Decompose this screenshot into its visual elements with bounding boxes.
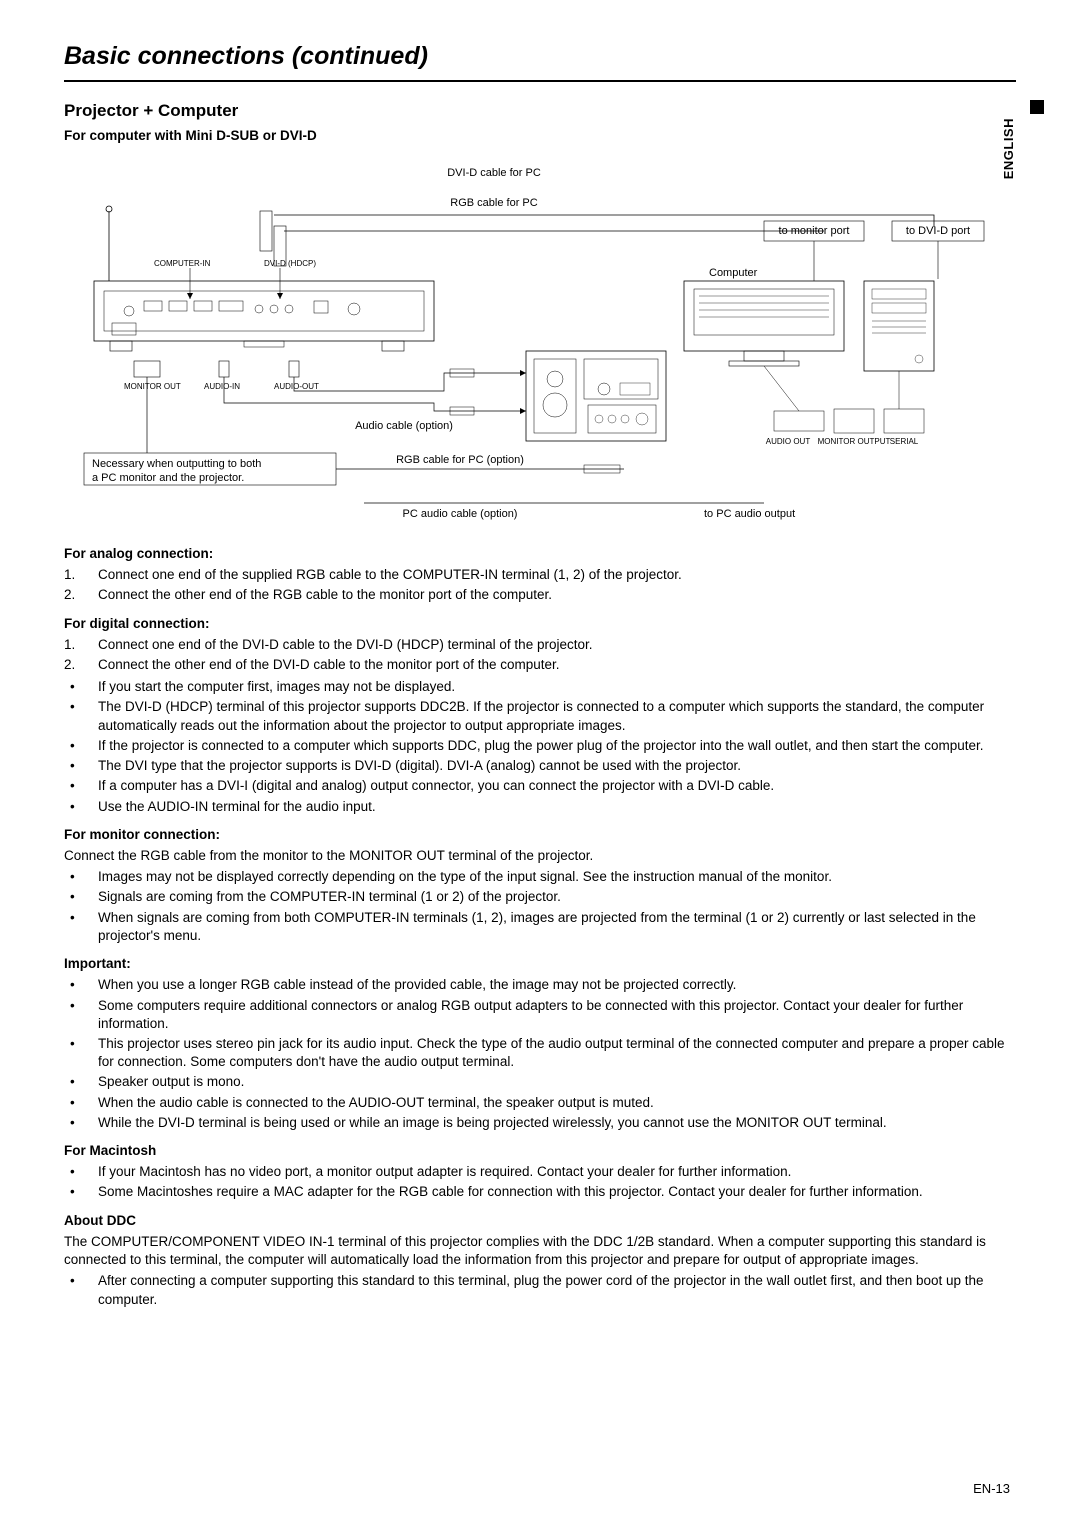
svg-text:Audio cable (option): Audio cable (option) xyxy=(355,420,453,432)
list-item: 2.Connect the other end of the DVI-D cab… xyxy=(64,656,1016,674)
page-title: Basic connections (continued) xyxy=(64,40,1016,82)
svg-text:to monitor port: to monitor port xyxy=(779,225,850,237)
svg-text:DVI-D cable for PC: DVI-D cable for PC xyxy=(447,167,541,179)
heading-analog: For analog connection: xyxy=(64,545,1016,563)
section-analog: For analog connection: 1.Connect one end… xyxy=(64,545,1016,605)
svg-text:RGB cable for PC: RGB cable for PC xyxy=(450,197,537,209)
heading-monitor: For monitor connection: xyxy=(64,826,1016,844)
list-item: If your Macintosh has no video port, a m… xyxy=(64,1163,1016,1181)
heading-important: Important: xyxy=(64,955,1016,973)
svg-text:DVI-D (HDCP): DVI-D (HDCP) xyxy=(264,259,316,268)
intro-text: Connect the RGB cable from the monitor t… xyxy=(64,847,1016,865)
section-heading: Projector + Computer xyxy=(64,100,1016,123)
svg-text:to PC audio output: to PC audio output xyxy=(704,508,795,520)
list-item: 2.Connect the other end of the RGB cable… xyxy=(64,586,1016,604)
list-item: After connecting a computer supporting t… xyxy=(64,1272,1016,1308)
language-marker xyxy=(1030,100,1044,114)
svg-text:AUDIO-OUT: AUDIO-OUT xyxy=(274,382,319,391)
heading-macintosh: For Macintosh xyxy=(64,1142,1016,1160)
svg-text:AUDIO OUT: AUDIO OUT xyxy=(766,437,811,446)
list-item: Some Macintoshes require a MAC adapter f… xyxy=(64,1183,1016,1201)
svg-text:AUDIO-IN: AUDIO-IN xyxy=(204,382,240,391)
svg-text:Necessary when outputting to b: Necessary when outputting to both xyxy=(92,458,261,470)
list-item: If you start the computer first, images … xyxy=(64,678,1016,696)
list-item: When you use a longer RGB cable instead … xyxy=(64,976,1016,994)
section-macintosh: For Macintosh If your Macintosh has no v… xyxy=(64,1142,1016,1202)
list-item: Speaker output is mono. xyxy=(64,1073,1016,1091)
list-item: Signals are coming from the COMPUTER-IN … xyxy=(64,888,1016,906)
body-sections: For analog connection: 1.Connect one end… xyxy=(64,545,1016,1309)
svg-text:RGB cable for PC (option): RGB cable for PC (option) xyxy=(396,454,524,466)
list-item: If a computer has a DVI-I (digital and a… xyxy=(64,777,1016,795)
list-item: Use the AUDIO-IN terminal for the audio … xyxy=(64,798,1016,816)
list-item: While the DVI-D terminal is being used o… xyxy=(64,1114,1016,1132)
section-ddc: About DDC The COMPUTER/COMPONENT VIDEO I… xyxy=(64,1212,1016,1309)
list-item: If the projector is connected to a compu… xyxy=(64,737,1016,755)
heading-ddc: About DDC xyxy=(64,1212,1016,1230)
section-monitor: For monitor connection: Connect the RGB … xyxy=(64,826,1016,945)
svg-text:MONITOR OUT: MONITOR OUT xyxy=(124,382,181,391)
list-item: 1.Connect one end of the supplied RGB ca… xyxy=(64,566,1016,584)
list-item: The DVI-D (HDCP) terminal of this projec… xyxy=(64,698,1016,734)
svg-text:to DVI-D port: to DVI-D port xyxy=(906,225,970,237)
connection-diagram: COMPUTER-IN DVI-D (HDCP) DVI-D cable for… xyxy=(64,151,1016,531)
list-item: When the audio cable is connected to the… xyxy=(64,1094,1016,1112)
svg-text:a PC monitor and the projector: a PC monitor and the projector. xyxy=(92,472,244,484)
list-item: 1.Connect one end of the DVI-D cable to … xyxy=(64,636,1016,654)
svg-text:MONITOR OUTPUT: MONITOR OUTPUT xyxy=(818,437,891,446)
section-digital: For digital connection: 1.Connect one en… xyxy=(64,615,1016,816)
subsection-heading: For computer with Mini D-SUB or DVI-D xyxy=(64,127,1016,145)
svg-text:SERIAL: SERIAL xyxy=(890,437,919,446)
svg-text:Computer: Computer xyxy=(709,267,758,279)
section-important: Important: When you use a longer RGB cab… xyxy=(64,955,1016,1132)
list-item: Some computers require additional connec… xyxy=(64,997,1016,1033)
svg-text:PC audio cable (option): PC audio cable (option) xyxy=(403,508,518,520)
list-item: When signals are coming from both COMPUT… xyxy=(64,909,1016,945)
page-number: EN-13 xyxy=(973,1480,1010,1498)
list-item: This projector uses stereo pin jack for … xyxy=(64,1035,1016,1071)
list-item: Images may not be displayed correctly de… xyxy=(64,868,1016,886)
heading-digital: For digital connection: xyxy=(64,615,1016,633)
intro-text: The COMPUTER/COMPONENT VIDEO IN-1 termin… xyxy=(64,1233,1016,1269)
svg-text:COMPUTER-IN: COMPUTER-IN xyxy=(154,259,211,268)
list-item: The DVI type that the projector supports… xyxy=(64,757,1016,775)
